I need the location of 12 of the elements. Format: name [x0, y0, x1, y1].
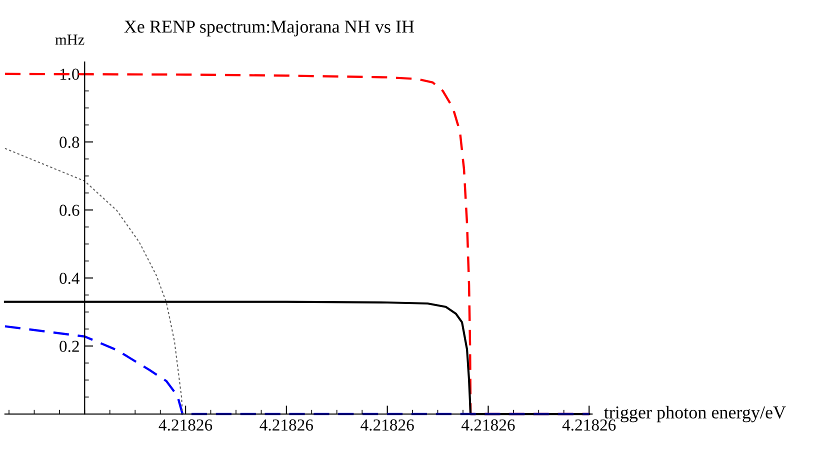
y-tick-label: 0.4 [60, 272, 80, 284]
y-tick-label: 0.6 [60, 204, 80, 216]
chart-title: Xe RENP spectrum:Majorana NH vs IH [124, 20, 414, 36]
y-axis-title: mHz [55, 34, 84, 45]
y-tick-label: 0.8 [60, 136, 80, 148]
x-tick-label: 4.21826 [158, 419, 212, 431]
y-tick-label: 0.2 [60, 340, 79, 352]
line-series [4, 148, 184, 415]
x-tick-label: 4.21826 [260, 419, 314, 431]
line-series [4, 325, 590, 416]
x-tick-label: 4.21826 [461, 419, 515, 431]
x-tick-label: 4.21826 [360, 419, 414, 431]
